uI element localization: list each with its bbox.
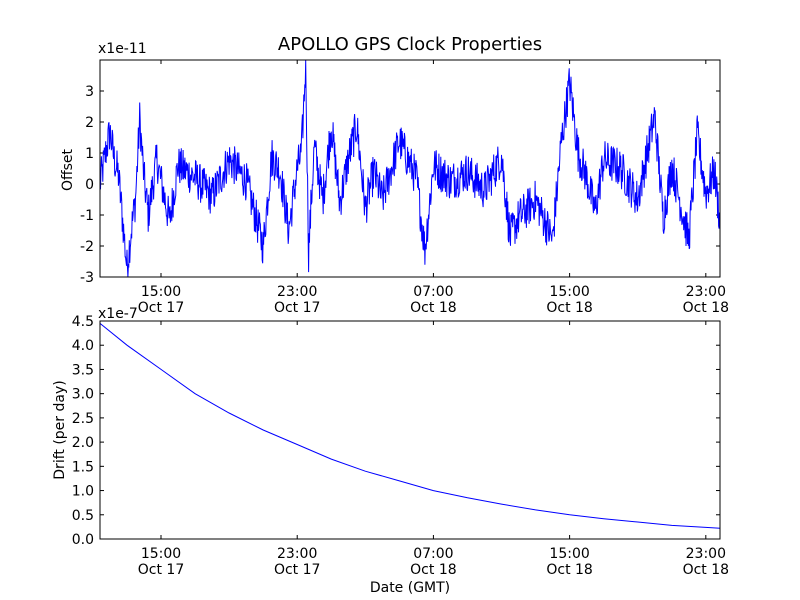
drift-ytick-label: 1.0	[72, 484, 94, 500]
drift-ytick-label: 4.0	[72, 338, 94, 354]
drift-xtick-time: 15:00	[141, 546, 181, 562]
drift-xtick-time: 23:00	[686, 546, 726, 562]
drift-ytick-label: 0.5	[72, 508, 94, 524]
drift-axes-frame	[99, 320, 721, 540]
drift-xtick-date: Oct 17	[138, 562, 184, 578]
drift-y-label: Drift (per day)	[52, 380, 68, 479]
drift-xtick-time: 07:00	[413, 546, 453, 562]
offset-xtick-time: 23:00	[686, 284, 726, 300]
offset-ytick-label: 0	[85, 177, 94, 193]
offset-axes-frame	[99, 59, 721, 278]
offset-xtick-date: Oct 18	[410, 300, 456, 316]
drift-x-label: Date (GMT)	[370, 580, 450, 596]
drift-multiplier: x1e-7	[98, 306, 138, 322]
offset-ytick-label: 1	[85, 146, 94, 162]
offset-multiplier: x1e-11	[98, 41, 147, 57]
drift-ytick-label: 2.5	[72, 411, 94, 427]
drift-xtick-date: Oct 18	[546, 562, 592, 578]
offset-xtick-time: 15:00	[549, 284, 589, 300]
drift-series-line	[99, 323, 721, 529]
drift-xtick-date: Oct 18	[683, 562, 729, 578]
offset-xtick-date: Oct 18	[546, 300, 592, 316]
drift-xtick-time: 23:00	[277, 546, 317, 562]
offset-ytick-label: -1	[80, 208, 94, 224]
drift-ytick-label: 3.5	[72, 362, 94, 378]
drift-xtick-date: Oct 17	[274, 562, 320, 578]
drift-ytick-label: 3.0	[72, 387, 94, 403]
offset-xtick-date: Oct 17	[138, 300, 184, 316]
drift-ytick-label: 1.5	[72, 459, 94, 475]
drift-ytick-label: 2.0	[72, 435, 94, 451]
offset-ytick-label: -3	[80, 270, 94, 286]
offset-y-label: Offset	[60, 148, 76, 191]
drift-xtick-date: Oct 18	[410, 562, 456, 578]
drift-xtick-time: 15:00	[549, 546, 589, 562]
figure-title: APOLLO GPS Clock Properties	[278, 34, 542, 55]
offset-xtick-time: 07:00	[413, 284, 453, 300]
offset-ytick-label: 3	[85, 84, 94, 100]
drift-ytick-label: 4.5	[72, 314, 94, 330]
offset-xtick-time: 15:00	[141, 284, 181, 300]
offset-xtick-date: Oct 17	[274, 300, 320, 316]
offset-xtick-date: Oct 18	[683, 300, 729, 316]
offset-ytick-label: 2	[85, 115, 94, 131]
drift-panel: x1e-7 Drift (per day) Date (GMT) 0.0 0.5 1…	[52, 306, 729, 596]
offset-series-line	[99, 59, 721, 278]
drift-ytick-label: 0.0	[72, 532, 94, 548]
offset-ytick-label: -2	[80, 239, 94, 255]
offset-xtick-time: 23:00	[277, 284, 317, 300]
